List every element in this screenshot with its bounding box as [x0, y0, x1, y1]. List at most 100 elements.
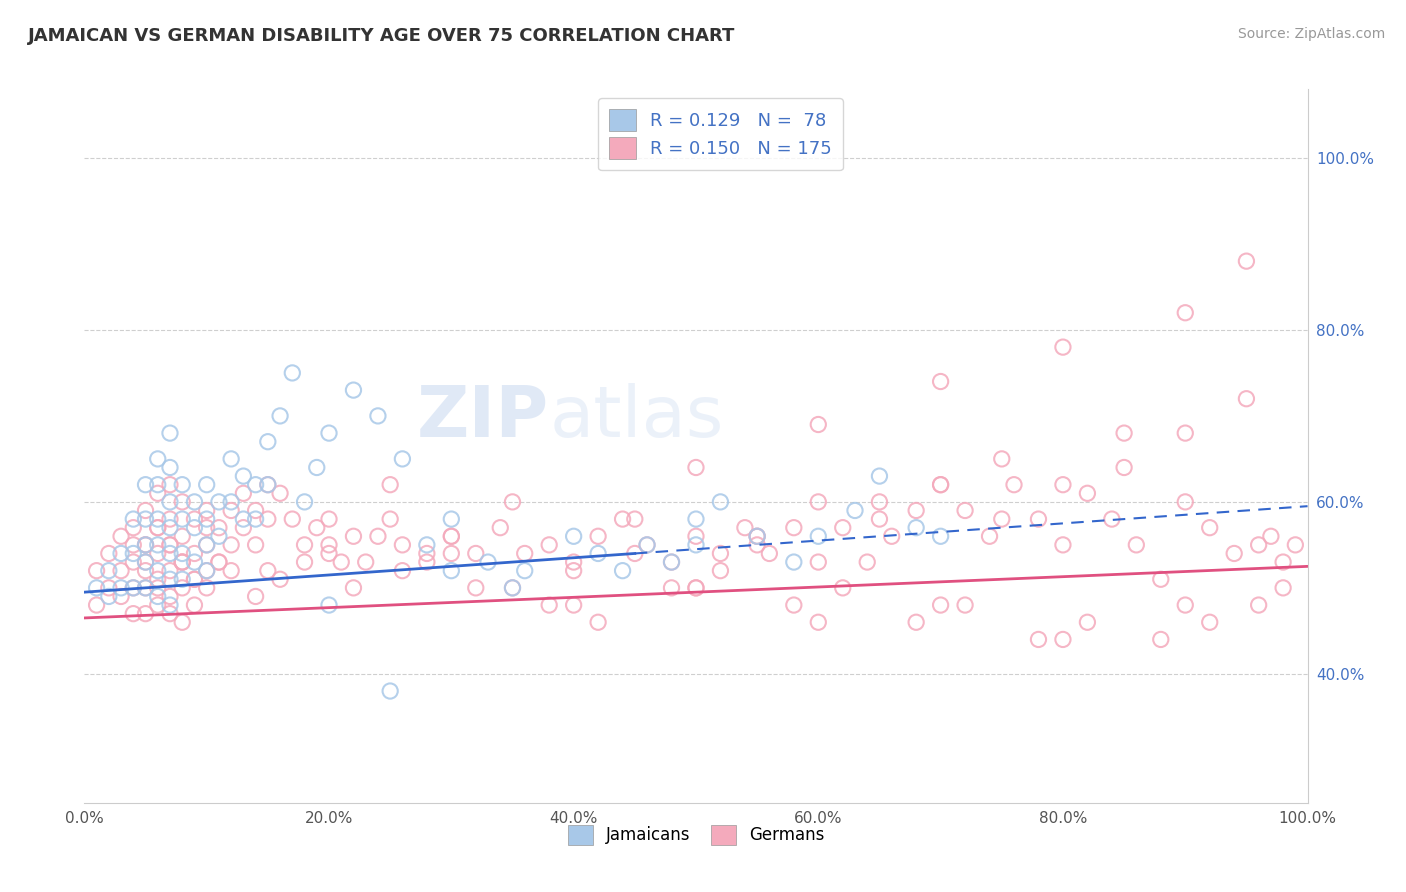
Point: [477, 555, 499, 569]
Point: [513, 546, 536, 560]
Point: [807, 417, 830, 432]
Point: [195, 521, 218, 535]
Point: [1174, 598, 1197, 612]
Point: [1174, 495, 1197, 509]
Point: [562, 598, 585, 612]
Point: [146, 521, 169, 535]
Point: [318, 546, 340, 560]
Point: [159, 590, 181, 604]
Point: [1052, 477, 1074, 491]
Point: [97, 564, 120, 578]
Point: [122, 512, 145, 526]
Point: [953, 598, 976, 612]
Point: [440, 529, 463, 543]
Point: [172, 555, 194, 569]
Point: [219, 538, 242, 552]
Point: [208, 555, 231, 569]
Point: [330, 555, 353, 569]
Point: [1223, 546, 1246, 560]
Point: [146, 590, 169, 604]
Point: [110, 564, 132, 578]
Point: [172, 572, 194, 586]
Point: [318, 426, 340, 441]
Point: [135, 477, 157, 491]
Point: [135, 538, 157, 552]
Point: [380, 477, 402, 491]
Point: [110, 529, 132, 543]
Point: [122, 546, 145, 560]
Point: [122, 521, 145, 535]
Point: [146, 572, 169, 586]
Point: [122, 607, 145, 621]
Point: [342, 529, 364, 543]
Point: [391, 538, 413, 552]
Point: [905, 615, 928, 630]
Point: [783, 598, 806, 612]
Point: [219, 495, 242, 509]
Point: [183, 512, 205, 526]
Point: [661, 555, 683, 569]
Point: [294, 538, 316, 552]
Point: [159, 426, 181, 441]
Point: [159, 546, 181, 560]
Point: [135, 555, 157, 569]
Point: [747, 529, 769, 543]
Point: [159, 598, 181, 612]
Legend: Jamaicans, Germans: Jamaicans, Germans: [561, 818, 831, 852]
Point: [146, 512, 169, 526]
Text: ZIP: ZIP: [418, 383, 550, 452]
Point: [146, 538, 169, 552]
Point: [269, 572, 291, 586]
Point: [172, 581, 194, 595]
Point: [1052, 632, 1074, 647]
Point: [464, 546, 486, 560]
Point: [367, 529, 389, 543]
Point: [1076, 486, 1098, 500]
Point: [342, 581, 364, 595]
Point: [318, 538, 340, 552]
Point: [1236, 254, 1258, 268]
Point: [1114, 426, 1136, 441]
Point: [146, 486, 169, 500]
Point: [1076, 615, 1098, 630]
Point: [257, 512, 280, 526]
Point: [245, 477, 267, 491]
Point: [1247, 538, 1270, 552]
Point: [135, 581, 157, 595]
Point: [281, 512, 304, 526]
Point: [1272, 555, 1295, 569]
Point: [318, 598, 340, 612]
Point: [195, 581, 218, 595]
Point: [159, 572, 181, 586]
Point: [159, 538, 181, 552]
Point: [831, 521, 853, 535]
Point: [1272, 581, 1295, 595]
Point: [905, 521, 928, 535]
Point: [747, 538, 769, 552]
Point: [183, 495, 205, 509]
Point: [391, 451, 413, 466]
Point: [219, 564, 242, 578]
Point: [905, 503, 928, 517]
Point: [146, 564, 169, 578]
Point: [269, 409, 291, 423]
Point: [159, 477, 181, 491]
Point: [146, 451, 169, 466]
Point: [440, 512, 463, 526]
Point: [502, 495, 524, 509]
Point: [172, 529, 194, 543]
Point: [513, 564, 536, 578]
Point: [624, 512, 647, 526]
Point: [97, 581, 120, 595]
Point: [869, 512, 891, 526]
Point: [159, 521, 181, 535]
Point: [183, 555, 205, 569]
Point: [122, 581, 145, 595]
Point: [172, 495, 194, 509]
Point: [195, 512, 218, 526]
Point: [807, 555, 830, 569]
Point: [661, 581, 683, 595]
Point: [636, 538, 658, 552]
Point: [709, 564, 731, 578]
Point: [232, 521, 254, 535]
